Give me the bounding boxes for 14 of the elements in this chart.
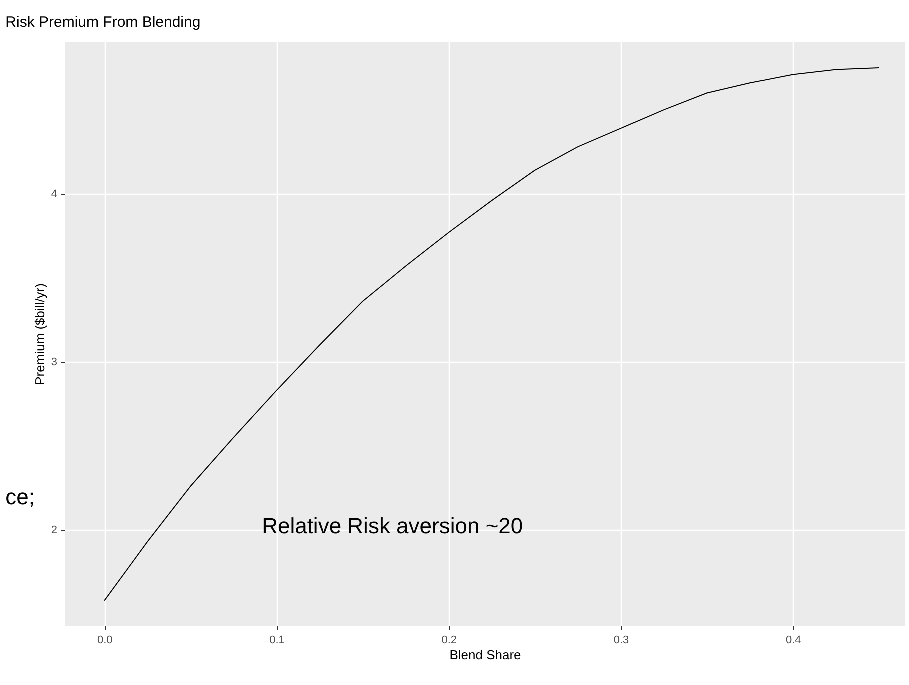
chart-title: Risk Premium From Blending (6, 14, 201, 31)
x-axis-title: Blend Share (450, 648, 522, 662)
x-tick-label: 0.4 (786, 634, 802, 646)
y-tick-label: 2 (51, 524, 58, 537)
x-tick-label: 0.1 (270, 634, 285, 646)
line-series (104, 68, 880, 602)
x-tick-label: 0.2 (442, 634, 457, 646)
y-tick-label: 3 (51, 356, 58, 369)
text: ce; (6, 484, 35, 510)
y-tick-label: 4 (51, 188, 58, 201)
x-tick-label: 0.0 (97, 634, 113, 646)
y-axis-title: Premium ($bill/yr) (32, 284, 48, 386)
annotation: Relative Risk aversion ~20 (262, 514, 524, 539)
x-tick-label: 0.3 (614, 634, 630, 646)
